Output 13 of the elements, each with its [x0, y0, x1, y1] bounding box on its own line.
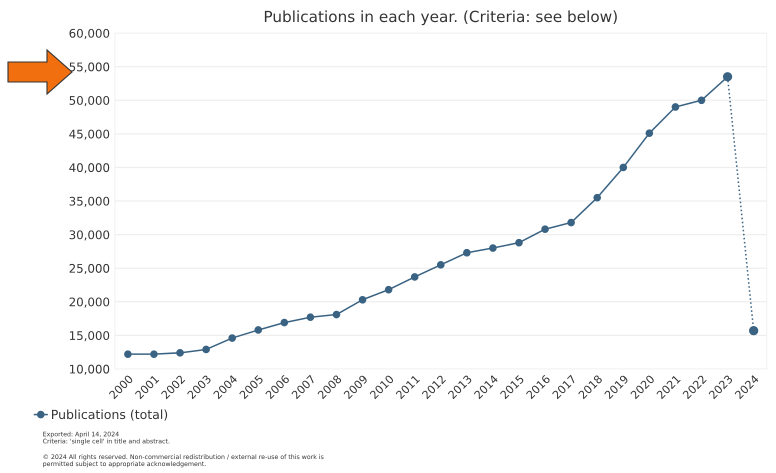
legend-label: Publications (total)	[52, 409, 168, 421]
y-tick-label: 45,000	[69, 130, 110, 140]
y-tick-label: 60,000	[70, 28, 110, 39]
y-tick-label: 35,000	[70, 196, 110, 207]
y-tick-label: 10,000	[70, 364, 110, 375]
y-tick-label: 25,000	[70, 264, 110, 274]
y-tick-label: 50,000	[70, 96, 110, 106]
y-tick-label: 55,000	[70, 62, 110, 73]
chart-title: Publications in each year. (Criteria: see below)	[264, 10, 617, 26]
y-tick-label: 15,000	[70, 331, 110, 342]
y-tick-label: 30,000	[70, 230, 110, 240]
y-tick-label: 20,000	[70, 297, 110, 308]
y-tick-label: 40,000	[69, 163, 110, 174]
